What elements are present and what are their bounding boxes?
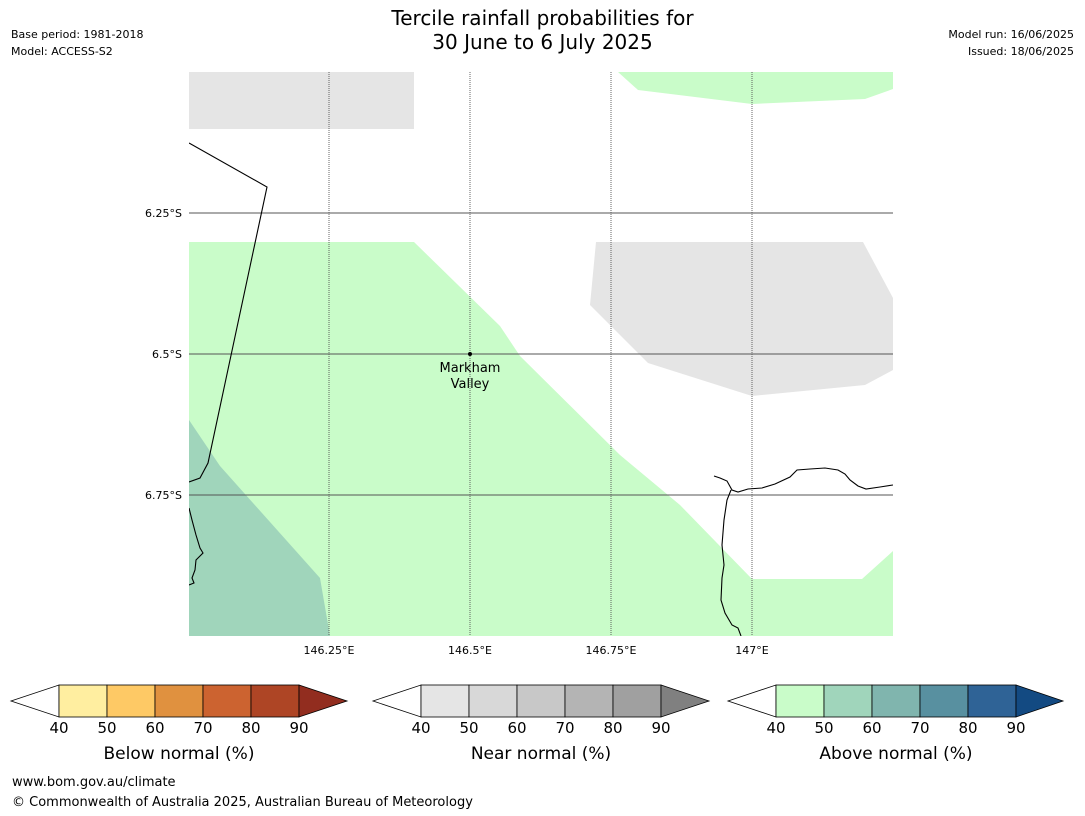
footer-url[interactable]: www.bom.gov.au/climate: [12, 775, 176, 790]
coastline: [713, 467, 893, 636]
colorbar-extend-high: [1015, 684, 1065, 718]
colorbar-segment: [202, 684, 252, 718]
above-normal-region-50: [189, 420, 330, 636]
coastline: [189, 507, 204, 586]
colorbar-tick-label: 50: [97, 719, 117, 737]
colorbar-tick-label: 50: [459, 719, 479, 737]
lon-label: 146.75°E: [586, 644, 637, 657]
colorbar-segment: [58, 684, 108, 718]
colorbar-tick-label: 90: [289, 719, 309, 737]
base-info: Base period: 1981-2018 Model: ACCESS-S2: [11, 26, 143, 60]
colorbar-segment: [468, 684, 518, 718]
colorbar-tick-label: 60: [507, 719, 527, 737]
colorbar-extend-high: [660, 684, 711, 718]
colorbar-tick-label: 90: [651, 719, 671, 737]
colorbar-segment: [967, 684, 1017, 718]
colorbar-segment: [564, 684, 614, 718]
colorbar-tick-label: 60: [145, 719, 165, 737]
colorbar-above-title: Above normal (%): [819, 744, 973, 764]
colorbar-tick-label: 80: [958, 719, 978, 737]
above-normal-region: [618, 72, 893, 104]
colorbar-tick-label: 70: [555, 719, 575, 737]
title-line-2: 30 June to 6 July 2025: [432, 30, 653, 54]
colorbar-tick-label: 40: [411, 719, 431, 737]
colorbar-below-normal: [9, 684, 349, 718]
colorbar-tick-label: 80: [241, 719, 261, 737]
colorbar-tick-label: 40: [49, 719, 69, 737]
run-info: Model run: 16/06/2025 Issued: 18/06/2025: [948, 26, 1074, 60]
colorbar-segment: [250, 684, 300, 718]
place-label-line2: Valley: [451, 377, 490, 392]
place-label-line1: Markham: [440, 361, 501, 376]
colorbar-below-title: Below normal (%): [103, 744, 255, 764]
border-line: [189, 142, 268, 483]
colorbar-segment: [823, 684, 873, 718]
colorbar-near-normal: [371, 684, 711, 718]
map-area: [189, 72, 893, 636]
colorbar-tick-label: 40: [766, 719, 786, 737]
above-normal-region: [189, 242, 893, 636]
map-title: Tercile rainfall probabilities for 30 Ju…: [0, 6, 1085, 54]
graticule: [189, 72, 893, 636]
lat-label: 6.75°S: [145, 489, 182, 502]
colorbar-above-normal: [726, 684, 1065, 718]
colorbar-tick-label: 90: [1006, 719, 1026, 737]
colorbar-segment: [775, 684, 825, 718]
colorbar-tick-label: 50: [814, 719, 834, 737]
colorbar-tick-label: 60: [862, 719, 882, 737]
colorbar-segment: [154, 684, 204, 718]
colorbar-tick-label: 70: [193, 719, 213, 737]
lon-label: 146.5°E: [448, 644, 492, 657]
lat-label: 6.5°S: [152, 348, 182, 361]
near-normal-region: [189, 72, 414, 129]
colorbar-segment: [919, 684, 969, 718]
near-normal-region: [590, 242, 893, 396]
footer-copyright: © Commonwealth of Australia 2025, Austra…: [12, 795, 473, 810]
colorbar-near-title: Near normal (%): [470, 744, 612, 764]
lon-label: 147°E: [735, 644, 768, 657]
colorbar-segment: [871, 684, 921, 718]
location-marker: [468, 352, 472, 356]
model-run: Model run: 16/06/2025: [948, 28, 1074, 41]
lat-label: 6.25°S: [145, 207, 182, 220]
base-period: Base period: 1981-2018: [11, 28, 144, 41]
colorbar-tick-label: 70: [910, 719, 930, 737]
lon-label: 146.25°E: [304, 644, 355, 657]
colorbar-extend-low: [726, 684, 777, 718]
colorbar-segment: [420, 684, 470, 718]
colorbar-extend-high: [298, 684, 349, 718]
colorbar-extend-low: [9, 684, 60, 718]
colorbar-segment: [612, 684, 662, 718]
colorbar-tick-label: 80: [603, 719, 623, 737]
model-name: Model: ACCESS-S2: [11, 45, 113, 58]
issued-date: Issued: 18/06/2025: [967, 45, 1074, 58]
colorbar-segment: [106, 684, 156, 718]
colorbar-extend-low: [371, 684, 422, 718]
title-line-1: Tercile rainfall probabilities for: [391, 6, 694, 30]
colorbar-segment: [516, 684, 566, 718]
